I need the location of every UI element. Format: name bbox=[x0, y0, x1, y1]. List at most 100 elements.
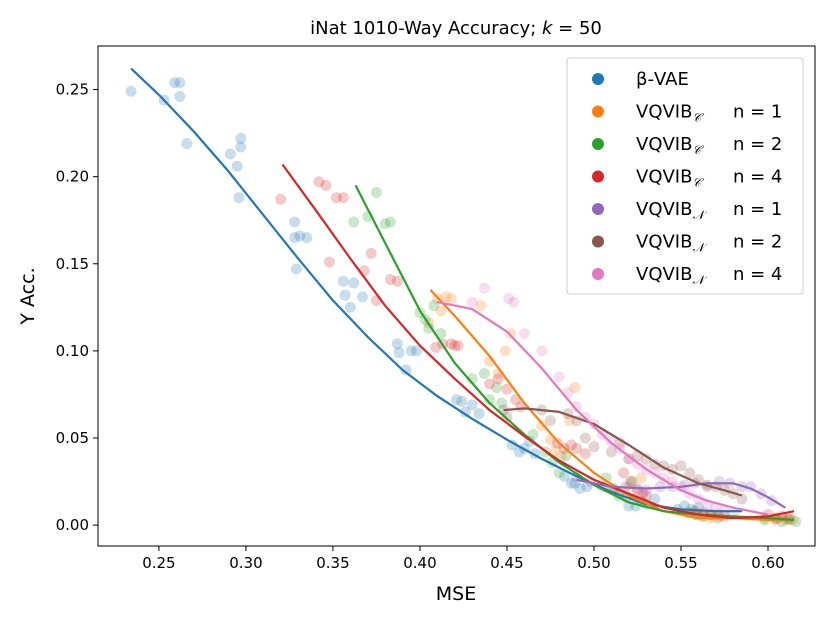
data-point bbox=[423, 322, 435, 334]
fit-curve bbox=[437, 301, 769, 516]
legend: β-VAE VQVIB𝒞 n = 1 VQVIB𝒞 n = 2 VQVIB𝒞 n = 4 VQ… bbox=[566, 57, 804, 295]
legend-box bbox=[566, 57, 804, 295]
x-tick-label: 0.30 bbox=[229, 554, 262, 572]
legend-label: VQVIB𝒩 n = 4 bbox=[636, 264, 782, 287]
data-point bbox=[348, 277, 360, 289]
data-point bbox=[558, 470, 570, 482]
data-point bbox=[565, 477, 577, 489]
data-point bbox=[579, 432, 591, 444]
data-point bbox=[466, 296, 478, 308]
x-tick-label: 0.40 bbox=[403, 554, 436, 572]
data-point bbox=[571, 401, 583, 413]
data-point bbox=[675, 460, 687, 472]
data-point bbox=[459, 406, 471, 418]
data-point bbox=[635, 472, 647, 484]
data-point bbox=[544, 415, 556, 427]
legend-marker bbox=[592, 203, 604, 215]
data-point bbox=[588, 441, 600, 453]
data-point bbox=[600, 472, 612, 484]
data-point bbox=[428, 300, 440, 312]
data-point bbox=[551, 437, 563, 449]
data-point bbox=[579, 448, 591, 460]
data-point bbox=[400, 364, 412, 376]
data-point bbox=[536, 420, 548, 432]
data-point bbox=[456, 395, 468, 407]
x-tick-label: 0.60 bbox=[751, 554, 784, 572]
data-point bbox=[452, 340, 464, 352]
legend-label: VQVIB𝒩 n = 1 bbox=[636, 199, 782, 222]
x-axis: 0.25 0.30 0.35 0.40 0.45 0.50 0.55 0.60 bbox=[142, 546, 785, 572]
data-point bbox=[466, 399, 478, 411]
data-point bbox=[440, 291, 452, 303]
legend-label: VQVIB𝒞 n = 2 bbox=[636, 134, 782, 157]
data-point bbox=[125, 85, 137, 97]
data-point bbox=[320, 179, 332, 191]
data-point bbox=[233, 192, 245, 204]
fit-curves bbox=[130, 67, 795, 521]
y-tick-label: 0.05 bbox=[56, 429, 89, 447]
data-point bbox=[224, 148, 236, 160]
data-point bbox=[626, 476, 638, 488]
data-point bbox=[569, 381, 581, 393]
data-point bbox=[623, 453, 635, 465]
y-tick-label: 0.25 bbox=[56, 81, 89, 99]
legend-marker bbox=[592, 235, 604, 248]
data-point bbox=[783, 512, 795, 524]
data-point bbox=[618, 467, 630, 479]
chart-title: iNat 1010-Way Accuracy; k = 50 bbox=[310, 18, 602, 39]
data-point bbox=[174, 91, 186, 103]
legend-marker bbox=[592, 105, 604, 118]
data-point bbox=[571, 442, 583, 454]
data-point bbox=[174, 77, 186, 89]
legend-marker bbox=[592, 73, 604, 85]
y-axis-label: Y Acc. bbox=[17, 267, 39, 325]
data-point bbox=[449, 340, 461, 352]
data-point bbox=[565, 439, 577, 451]
data-point bbox=[231, 160, 243, 172]
legend-label: VQVIB𝒞 n = 4 bbox=[636, 167, 782, 190]
legend-label: VQVIB𝒞 n = 1 bbox=[636, 102, 782, 125]
y-tick-label: 0.15 bbox=[56, 255, 89, 273]
data-point bbox=[391, 275, 403, 287]
data-point bbox=[581, 481, 593, 493]
data-point bbox=[473, 408, 485, 420]
data-point bbox=[649, 493, 661, 505]
x-tick-label: 0.45 bbox=[490, 554, 523, 572]
data-point bbox=[640, 453, 652, 465]
data-point bbox=[527, 429, 539, 441]
fit-curve bbox=[503, 407, 743, 497]
data-point bbox=[550, 444, 562, 456]
y-tick-label: 0.00 bbox=[56, 516, 89, 534]
data-point bbox=[384, 273, 396, 285]
data-point bbox=[339, 289, 351, 301]
fit-curve bbox=[354, 184, 795, 521]
x-tick-label: 0.55 bbox=[664, 554, 697, 572]
data-point bbox=[501, 383, 513, 395]
data-point bbox=[492, 373, 504, 385]
legend-marker bbox=[592, 170, 604, 183]
data-point bbox=[510, 394, 522, 406]
data-point bbox=[445, 338, 457, 350]
data-point bbox=[640, 484, 652, 496]
data-point bbox=[235, 141, 247, 153]
data-point bbox=[169, 77, 181, 89]
data-point bbox=[379, 218, 391, 230]
data-point bbox=[484, 378, 496, 390]
data-point bbox=[503, 293, 515, 305]
data-point bbox=[405, 345, 417, 357]
data-point bbox=[637, 488, 649, 500]
data-point bbox=[275, 193, 287, 205]
data-point bbox=[564, 415, 576, 427]
data-point bbox=[330, 192, 342, 204]
data-point bbox=[605, 446, 617, 458]
data-point bbox=[391, 338, 403, 350]
data-point bbox=[430, 341, 442, 353]
data-point bbox=[384, 216, 396, 228]
fit-curve bbox=[576, 478, 786, 509]
legend-label: β-VAE bbox=[636, 69, 689, 90]
fit-curve bbox=[281, 163, 795, 520]
x-tick-label: 0.25 bbox=[142, 554, 175, 572]
data-point bbox=[518, 327, 530, 339]
data-point bbox=[365, 247, 377, 259]
